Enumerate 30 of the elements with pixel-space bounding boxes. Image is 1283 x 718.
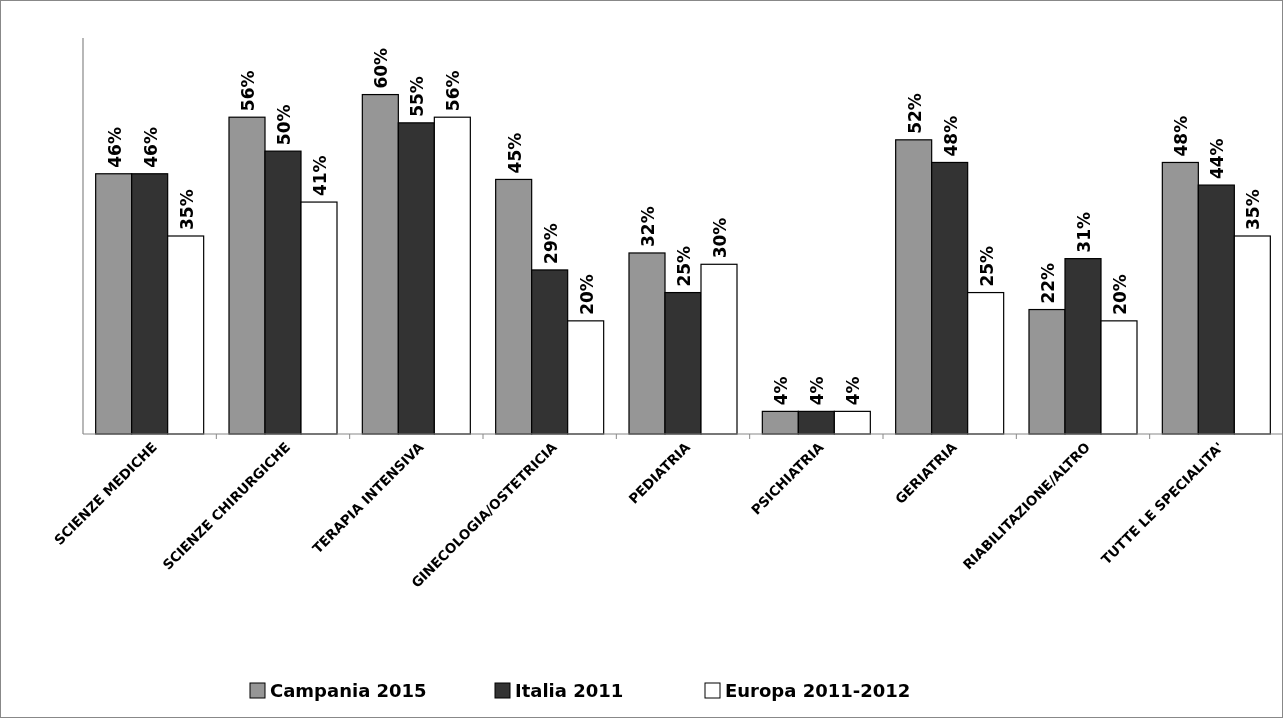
data-label: 45% — [504, 132, 525, 174]
data-label: 50% — [274, 104, 294, 146]
data-label: 48% — [1171, 115, 1192, 157]
data-label: 20% — [576, 274, 597, 315]
data-label: 60% — [371, 47, 392, 89]
data-label: 32% — [638, 206, 658, 247]
data-label: 29% — [540, 223, 561, 264]
data-label: 48% — [940, 115, 961, 157]
data-label: 46% — [140, 127, 161, 168]
data-label: 41% — [310, 155, 330, 197]
data-label: 4% — [771, 376, 792, 406]
data-label: 44% — [1207, 138, 1228, 180]
legend-label: Italia 2011 — [515, 680, 624, 701]
legend-label: Campania 2015 — [270, 680, 427, 701]
data-label: 25% — [674, 245, 694, 287]
data-label: 46% — [104, 127, 125, 168]
data-label: 4% — [807, 376, 828, 406]
data-label: 25% — [976, 245, 997, 287]
data-label: 31% — [1074, 211, 1094, 253]
data-label: 56% — [238, 70, 258, 112]
data-label: 55% — [407, 76, 428, 117]
legend-label: Europa 2011-2012 — [725, 680, 911, 701]
data-label: 35% — [1243, 189, 1264, 230]
data-label: 52% — [904, 93, 925, 134]
data-label: 4% — [843, 376, 864, 406]
data-label: 56% — [443, 70, 464, 112]
data-label: 35% — [176, 189, 197, 230]
data-label: 20% — [1110, 274, 1130, 315]
data-label: 22% — [1038, 262, 1058, 304]
data-label: 30% — [710, 217, 730, 259]
